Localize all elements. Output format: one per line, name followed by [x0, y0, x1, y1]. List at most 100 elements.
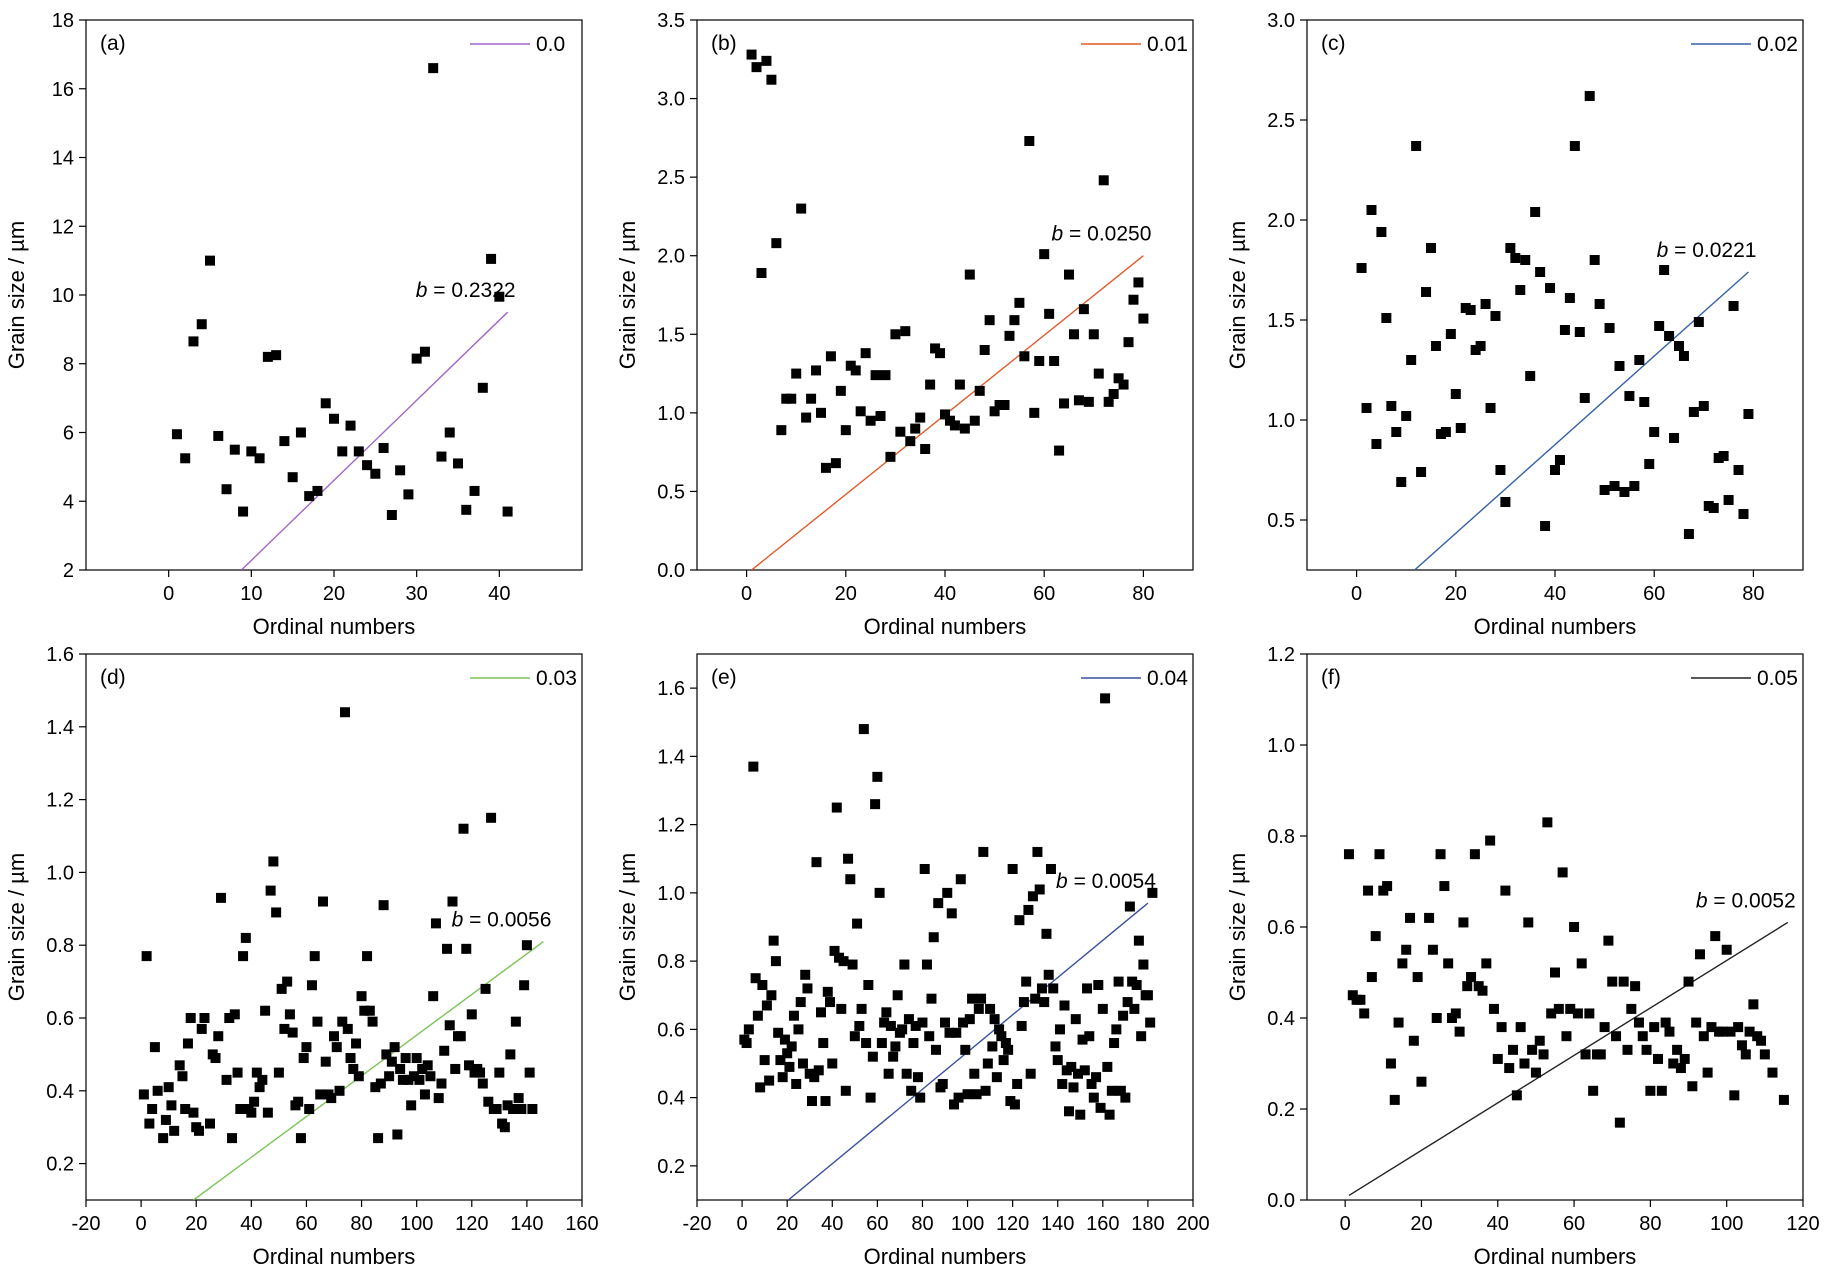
- data-points: [746, 49, 1149, 473]
- data-point: [417, 1063, 428, 1074]
- data-point: [196, 1023, 207, 1034]
- slope-symbol: b: [1056, 870, 1068, 893]
- data-point: [1599, 485, 1610, 495]
- data-point: [469, 485, 480, 496]
- data-point: [1462, 981, 1473, 992]
- data-point: [825, 997, 836, 1008]
- data-point: [320, 398, 331, 409]
- data-point: [802, 983, 813, 994]
- data-point: [1343, 849, 1354, 860]
- data-point: [1376, 227, 1387, 237]
- data-points: [1343, 817, 1789, 1128]
- data-point: [1619, 487, 1630, 497]
- plot-frame: [1306, 653, 1804, 1201]
- data-point: [1664, 1026, 1675, 1037]
- data-point: [397, 1074, 408, 1085]
- data-point: [329, 413, 339, 424]
- data-point: [1405, 912, 1416, 923]
- y-tick-label: 0.4: [657, 1088, 685, 1110]
- legend: 0.01: [1081, 33, 1188, 56]
- data-point: [811, 365, 822, 376]
- data-point: [403, 489, 414, 500]
- data-point: [1475, 341, 1486, 351]
- x-tick-label: 20: [776, 1213, 798, 1235]
- plot-frame: [696, 19, 1194, 571]
- data-point: [298, 1053, 309, 1064]
- data-point: [1093, 980, 1104, 991]
- data-point: [1683, 529, 1694, 539]
- data-point: [1136, 1031, 1147, 1042]
- data-point: [1702, 1067, 1713, 1078]
- y-axis-label: Grain size / µm: [615, 221, 640, 369]
- data-point: [386, 1056, 397, 1067]
- data-point: [147, 1104, 158, 1114]
- data-point: [940, 1017, 950, 1028]
- data-point: [782, 1048, 793, 1059]
- plot-frame: [1306, 19, 1804, 571]
- slope-annotation: b = 0.2322: [416, 279, 516, 302]
- data-point: [444, 427, 455, 438]
- data-point: [974, 385, 985, 396]
- data-point: [216, 892, 227, 903]
- data-point: [519, 980, 530, 991]
- data-point: [1027, 891, 1038, 902]
- data-point: [1416, 1076, 1427, 1087]
- x-tick-label: 80: [1742, 583, 1764, 605]
- data-point: [1439, 881, 1450, 892]
- data-point: [969, 415, 980, 426]
- data-point: [1614, 361, 1625, 371]
- legend-label: 0.02: [1757, 33, 1798, 56]
- x-axis-label: Ordinal numbers: [253, 1244, 416, 1269]
- data-point: [436, 451, 447, 462]
- data-point: [486, 253, 497, 264]
- data-point: [1435, 849, 1446, 860]
- data-point: [1097, 1003, 1108, 1014]
- data-point: [880, 370, 891, 381]
- data-point: [1485, 835, 1496, 846]
- data-point: [480, 983, 491, 994]
- data-point: [1637, 1031, 1648, 1042]
- legend: 0.05: [1691, 667, 1798, 690]
- y-tick-label: 1.4: [657, 746, 685, 768]
- legend-label: 0.04: [1147, 667, 1188, 690]
- data-point: [513, 1093, 524, 1104]
- data-point: [1588, 1085, 1599, 1096]
- data-point: [1490, 311, 1501, 321]
- data-point: [1759, 1049, 1770, 1060]
- data-point: [820, 1096, 831, 1107]
- data-point: [865, 1092, 876, 1103]
- data-point: [1440, 427, 1451, 437]
- data-point: [370, 1082, 381, 1093]
- data-point: [827, 1058, 838, 1069]
- data-point: [367, 1016, 378, 1027]
- data-point: [843, 853, 854, 864]
- data-point: [1630, 981, 1641, 992]
- data-point: [1142, 990, 1153, 1001]
- y-tick-label: 14: [52, 148, 74, 170]
- data-point: [254, 453, 265, 464]
- data-point: [491, 1104, 502, 1114]
- data-point: [483, 1096, 494, 1107]
- x-tick-label: 20: [835, 583, 857, 605]
- data-point: [411, 1053, 422, 1064]
- data-point: [1708, 503, 1719, 513]
- data-point: [748, 761, 759, 772]
- data-point: [441, 943, 452, 954]
- x-tick-label: 120: [1786, 1213, 1819, 1235]
- data-point: [1733, 1022, 1744, 1033]
- data-point: [351, 1038, 362, 1049]
- data-point: [295, 427, 306, 438]
- plot-frame: [696, 653, 1194, 1201]
- data-point: [1454, 1026, 1465, 1037]
- data-point: [951, 1027, 962, 1038]
- y-tick-label: 0.0: [657, 560, 685, 582]
- data-point: [149, 1042, 160, 1053]
- data-point: [1382, 881, 1393, 892]
- x-tick-label: 100: [1710, 1213, 1743, 1235]
- data-point: [152, 1085, 163, 1096]
- data-point: [185, 1013, 196, 1023]
- data-point: [751, 62, 762, 73]
- data-point: [818, 1038, 829, 1049]
- data-point: [144, 1118, 155, 1129]
- data-point: [1738, 509, 1749, 519]
